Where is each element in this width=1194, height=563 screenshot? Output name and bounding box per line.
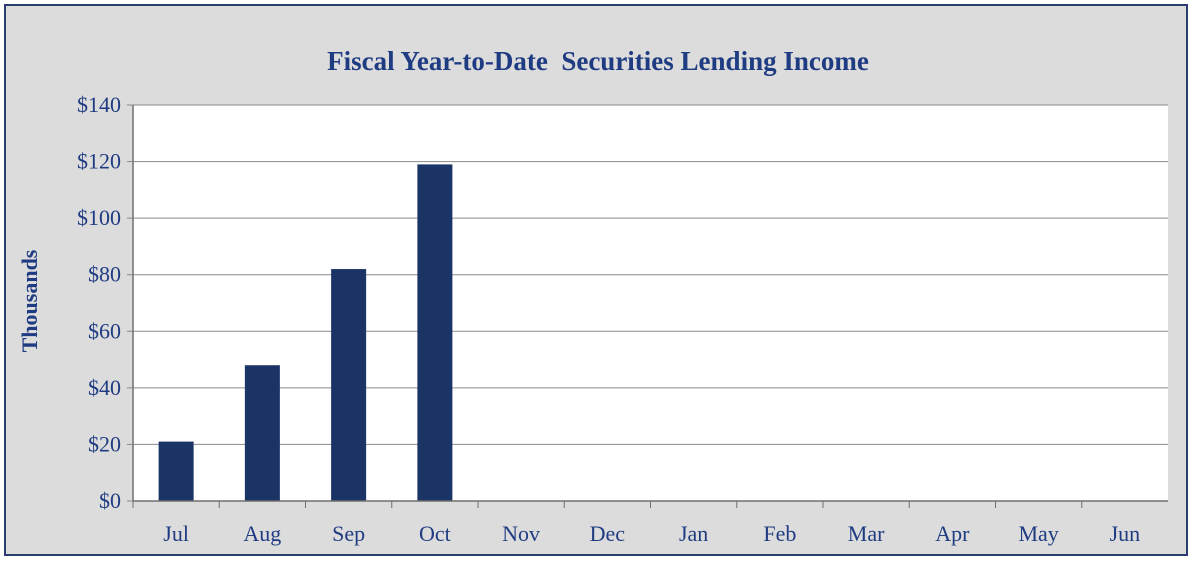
bar-aug [244, 365, 280, 501]
bar-sep [331, 269, 367, 501]
x-tick-label: Mar [848, 521, 885, 546]
x-tick-label: Oct [419, 521, 451, 546]
x-tick-label: Dec [590, 521, 626, 546]
bars [158, 164, 453, 501]
x-tick-label: Jan [679, 521, 708, 546]
axes [132, 105, 1168, 508]
x-tick-label: Apr [935, 521, 970, 546]
x-tick-label: Sep [332, 521, 365, 546]
y-tick-label: $60 [88, 318, 121, 343]
y-tick-labels: $0 $20 $40 $60 $80 $100 $120 $140 [77, 92, 121, 513]
x-tick-label: Feb [763, 521, 796, 546]
x-tick-label: Nov [502, 521, 540, 546]
x-tick-label: Jun [1110, 521, 1141, 546]
x-tick-labels: Jul Aug Sep Oct Nov Dec Jan Feb Mar Apr May Jun [163, 521, 1140, 546]
y-tick-label: $100 [77, 205, 121, 230]
x-tick-label: Jul [163, 521, 189, 546]
chart-title: Fiscal Year-to-Date Securities Lending I… [327, 46, 869, 76]
y-tick-label: $0 [99, 488, 121, 513]
gridlines [127, 104, 1168, 502]
bar-jul [158, 441, 194, 501]
x-tick-label: Aug [243, 521, 281, 546]
plot-area [133, 105, 1168, 501]
y-tick-label: $120 [77, 149, 121, 174]
y-tick-label: $20 [88, 431, 121, 456]
x-tick-label: May [1018, 521, 1058, 546]
y-tick-label: $80 [88, 262, 121, 287]
y-tick-label: $140 [77, 92, 121, 117]
y-tick-label: $40 [88, 375, 121, 400]
bar-oct [417, 164, 453, 501]
